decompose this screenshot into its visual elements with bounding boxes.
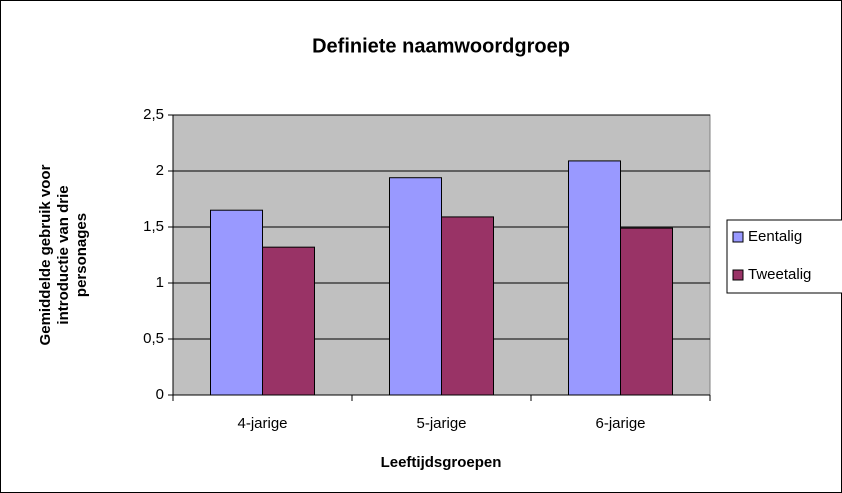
legend-label: Tweetalig xyxy=(748,266,811,283)
y-axis-title-line: introductie van drie xyxy=(55,185,72,324)
y-axis-title-line: Gemiddelde gebruik voor xyxy=(37,164,54,345)
y-tick-label: 2 xyxy=(156,162,164,179)
legend-swatch xyxy=(732,231,744,243)
y-tick-label: 1,5 xyxy=(143,218,164,235)
bar xyxy=(262,246,315,396)
bar xyxy=(620,227,673,396)
y-tick-label: 0,5 xyxy=(143,330,164,347)
bar xyxy=(441,216,494,396)
y-tick-label: 2,5 xyxy=(143,106,164,123)
x-tick-label: 4-jarige xyxy=(237,415,287,432)
x-tick-label: 6-jarige xyxy=(595,415,645,432)
legend-swatch xyxy=(732,269,744,281)
bar xyxy=(389,177,442,396)
y-axis-title-line: personages xyxy=(73,213,90,297)
y-tick-label: 1 xyxy=(156,274,164,291)
legend-label: Eentalig xyxy=(748,228,802,245)
x-tick-label: 5-jarige xyxy=(416,415,466,432)
bar xyxy=(210,209,263,396)
bar xyxy=(568,160,621,396)
y-tick-label: 0 xyxy=(156,386,164,403)
x-axis-title: Leeftijdsgroepen xyxy=(381,454,502,471)
legend xyxy=(726,219,842,294)
y-axis-title: Gemiddelde gebruik voor introductie van … xyxy=(37,164,90,345)
chart-title: Definiete naamwoordgroep xyxy=(312,35,570,57)
